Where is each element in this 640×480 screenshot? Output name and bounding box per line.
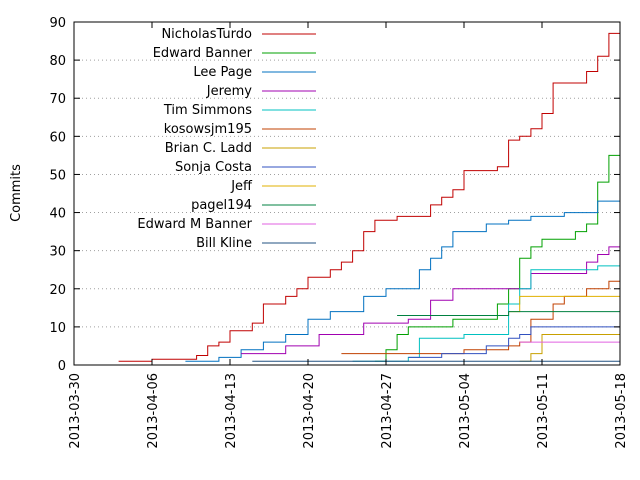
x-tick-label: 2013-05-18 xyxy=(614,373,629,449)
legend-label: Edward M Banner xyxy=(137,217,252,232)
y-tick-label: 80 xyxy=(49,54,66,69)
legend: NicholasTurdo Edward Banner Lee Page Jeremy… xyxy=(137,27,316,251)
x-axis: 2013-03-30 2013-04-06 2013-04-13 2013-04-20… xyxy=(68,22,629,449)
y-tick-label: 60 xyxy=(49,130,66,145)
legend-label: Brian C. Ladd xyxy=(165,141,252,156)
legend-label: Bill Kline xyxy=(196,236,252,251)
x-tick-label: 2013-03-30 xyxy=(68,373,83,449)
y-tick-label: 0 xyxy=(58,359,66,374)
x-tick-label: 2013-04-13 xyxy=(224,373,239,449)
x-tick-label: 2013-04-20 xyxy=(302,373,317,449)
legend-label: kosowsjm195 xyxy=(164,122,252,137)
y-tick-label: 90 xyxy=(49,16,66,31)
y-tick-label: 10 xyxy=(49,321,66,336)
y-axis: 0 10 20 30 40 50 60 70 80 90 xyxy=(49,16,620,374)
legend-label: Lee Page xyxy=(193,65,252,80)
series-line xyxy=(241,246,620,355)
legend-label: NicholasTurdo xyxy=(161,27,252,42)
plot-frame xyxy=(73,21,621,366)
series-line xyxy=(519,334,620,362)
legend-label: Jeff xyxy=(230,179,253,194)
legend-label: Jeremy xyxy=(206,84,253,99)
series-line xyxy=(341,280,620,355)
legend-label: Sonja Costa xyxy=(175,160,252,175)
x-tick-label: 2013-04-06 xyxy=(146,373,161,449)
x-tick-label: 2013-04-27 xyxy=(380,373,395,449)
x-tick-label: 2013-05-11 xyxy=(536,373,551,449)
x-tick-label: 2013-05-04 xyxy=(458,373,473,449)
y-tick-label: 50 xyxy=(49,168,66,183)
legend-label: Tim Simmons xyxy=(163,103,252,118)
series-layer xyxy=(118,25,621,362)
y-tick-label: 20 xyxy=(49,283,66,298)
series-line xyxy=(118,25,621,362)
y-tick-label: 70 xyxy=(49,92,66,107)
series-line xyxy=(408,326,620,358)
series-line xyxy=(397,311,620,316)
legend-label: pagel194 xyxy=(191,198,252,213)
series-line xyxy=(185,200,620,362)
grid-lines xyxy=(74,59,620,328)
y-axis-label: Commits xyxy=(9,164,24,222)
y-tick-label: 40 xyxy=(49,207,66,222)
y-tick-label: 30 xyxy=(49,245,66,260)
legend-label: Edward Banner xyxy=(153,46,253,61)
